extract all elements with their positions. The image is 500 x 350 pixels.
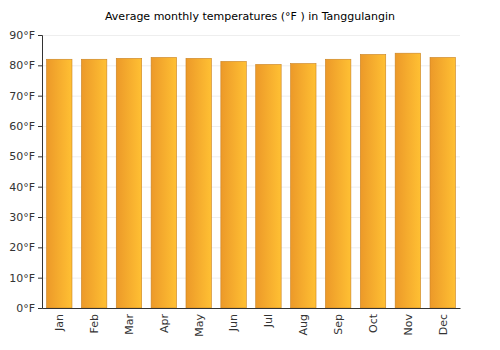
bar bbox=[325, 59, 350, 308]
tick: Jul bbox=[262, 314, 275, 328]
axis-line bbox=[43, 308, 461, 309]
bar bbox=[186, 58, 211, 308]
tick: Mar bbox=[123, 314, 136, 335]
chart: 0°F 10°F 20°F 30°F 40°F 50°F 60°F 70°F 80°F 90°F J… bbox=[0, 0, 500, 350]
tick: 50°F bbox=[9, 150, 42, 163]
bar bbox=[47, 59, 72, 308]
tick-label: Jan bbox=[53, 314, 66, 332]
tick: Oct bbox=[367, 313, 380, 333]
tick-label: 80°F bbox=[9, 59, 35, 72]
tick: 10°F bbox=[9, 272, 42, 285]
tick-mark bbox=[38, 217, 42, 218]
tick-label: Apr bbox=[158, 314, 171, 334]
bar bbox=[81, 59, 106, 308]
tick-mark bbox=[38, 126, 42, 127]
tick-label: Dec bbox=[437, 314, 450, 335]
tick: Aug bbox=[297, 314, 310, 335]
tick: 90°F bbox=[9, 29, 42, 42]
tick: May bbox=[193, 314, 206, 337]
tick-mark bbox=[38, 35, 42, 36]
bar bbox=[291, 64, 316, 308]
tick: Jun bbox=[227, 314, 240, 332]
bar bbox=[256, 64, 281, 308]
tick-label: 90°F bbox=[9, 29, 35, 42]
tick: Nov bbox=[402, 314, 415, 336]
tick-label: 0°F bbox=[16, 302, 35, 315]
tick-mark bbox=[38, 278, 42, 279]
tick-label: 30°F bbox=[9, 211, 35, 224]
tick-label: 60°F bbox=[9, 120, 35, 133]
tick-label: Jul bbox=[262, 314, 275, 328]
tick-label: Nov bbox=[402, 314, 415, 336]
tick: 20°F bbox=[9, 241, 42, 254]
tick: Feb bbox=[88, 314, 101, 333]
tick: 30°F bbox=[9, 211, 42, 224]
bar bbox=[221, 61, 246, 308]
bar bbox=[395, 53, 420, 308]
plot: 0°F 10°F 20°F 30°F 40°F 50°F 60°F 70°F 80°F 90°F J… bbox=[9, 29, 460, 337]
tick: 60°F bbox=[9, 120, 42, 133]
tick-mark bbox=[38, 308, 42, 309]
tick-mark bbox=[38, 156, 42, 157]
tick: Jan bbox=[53, 314, 66, 332]
tick-label: Aug bbox=[297, 314, 310, 335]
tick-label: 70°F bbox=[9, 90, 35, 103]
bar bbox=[151, 57, 176, 308]
tick-label: May bbox=[193, 314, 206, 337]
x-axis: Jan Feb Mar Apr May Jun Jul Aug Sep Oct Nov Dec bbox=[43, 309, 461, 337]
tick: 0°F bbox=[16, 302, 42, 315]
tick-mark bbox=[38, 187, 42, 188]
tick: Sep bbox=[332, 314, 345, 335]
tick-mark bbox=[38, 65, 42, 66]
tick: Dec bbox=[437, 314, 450, 335]
tick-label: 40°F bbox=[9, 181, 35, 194]
tick-label: Oct bbox=[367, 313, 380, 333]
title: Average monthly temperatures (°F ) in Ta… bbox=[105, 10, 395, 23]
tick-mark bbox=[38, 96, 42, 97]
grid-line bbox=[42, 308, 460, 309]
tick-label: 10°F bbox=[9, 272, 35, 285]
tick-label: 50°F bbox=[9, 150, 35, 163]
bar bbox=[116, 58, 141, 308]
bar bbox=[360, 54, 385, 308]
grid bbox=[42, 36, 460, 309]
grid-line bbox=[42, 35, 460, 36]
tick-label: Sep bbox=[332, 314, 345, 335]
tick: 80°F bbox=[9, 59, 42, 72]
axis-line bbox=[38, 36, 43, 309]
tick: Apr bbox=[158, 314, 171, 334]
tick-label: Jun bbox=[227, 314, 240, 332]
tick: 70°F bbox=[9, 90, 42, 103]
tick-mark bbox=[38, 247, 42, 248]
tick: 40°F bbox=[9, 181, 42, 194]
tick-label: 20°F bbox=[9, 241, 35, 254]
y-axis: 0°F 10°F 20°F 30°F 40°F 50°F 60°F 70°F 80°F 90°F bbox=[9, 29, 42, 315]
bar bbox=[430, 57, 455, 308]
tick-label: Feb bbox=[88, 314, 101, 333]
bars bbox=[47, 53, 456, 308]
tick-label: Mar bbox=[123, 314, 136, 335]
